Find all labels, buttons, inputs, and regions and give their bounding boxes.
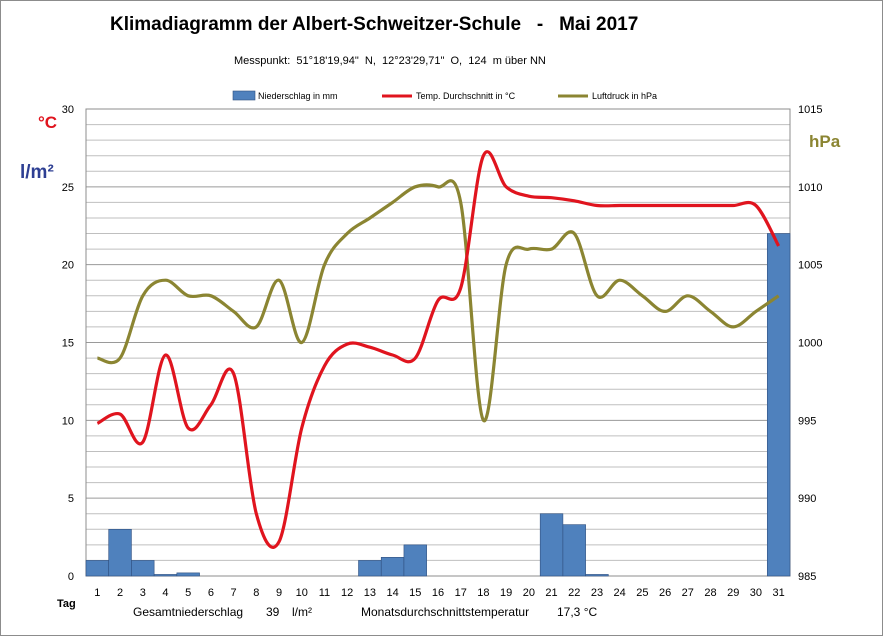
- x-tick-label: 25: [636, 587, 648, 599]
- x-tick-label: 8: [253, 587, 259, 599]
- precip-unit-label: l/m²: [20, 162, 54, 183]
- x-tick-label: 31: [773, 587, 785, 599]
- precip-bar: [403, 544, 427, 577]
- precip-bar: [108, 528, 132, 577]
- x-tick-label: 17: [455, 587, 467, 599]
- x-tick-label: 20: [523, 587, 535, 599]
- x-tick-label: 16: [432, 587, 444, 599]
- precip-bar: [380, 557, 405, 577]
- precip-bar: [131, 560, 155, 577]
- y-right-tick-label: 1015: [798, 104, 822, 116]
- y-left-tick-label: 15: [62, 338, 74, 350]
- temperature-line: [96, 150, 781, 549]
- legend-label-temp: Temp. Durchschnitt in °C: [416, 91, 516, 101]
- y-left-tick-label: 5: [68, 493, 74, 505]
- x-tick-label: 1: [94, 587, 100, 599]
- x-tick-label: 12: [341, 587, 353, 599]
- x-tick-label: 5: [185, 587, 191, 599]
- x-tick-label: 4: [162, 587, 168, 599]
- precip-bar: [153, 574, 178, 577]
- x-tick-label: 30: [750, 587, 762, 599]
- x-tick-label: 3: [140, 587, 146, 599]
- y-right-tick-label: 990: [798, 493, 816, 505]
- x-tick-label: 19: [500, 587, 512, 599]
- footer-precip-value: 39: [266, 605, 280, 619]
- y-right-tick-label: 1005: [798, 260, 822, 272]
- x-tick-label: 2: [117, 587, 123, 599]
- y-right-tick-label: 995: [798, 415, 816, 427]
- x-tick-label: 9: [276, 587, 282, 599]
- y-left-tick-label: 20: [62, 260, 74, 272]
- x-tick-label: 14: [386, 587, 398, 599]
- y-right-tick-label: 1010: [798, 182, 822, 194]
- precip-bar: [176, 572, 200, 577]
- pressure-line: [97, 179, 780, 422]
- x-tick-label: 11: [319, 587, 330, 599]
- footer-temp-label: Monatsdurchschnittstemperatur: [361, 605, 530, 619]
- x-tick-label: 26: [659, 587, 671, 599]
- precip-bar: [85, 560, 110, 577]
- y-right-tick-label: 985: [798, 571, 816, 583]
- footer-precip-unit: l/m²: [292, 605, 312, 619]
- y-left-tick-label: 0: [68, 571, 74, 583]
- x-tick-label: 24: [614, 587, 626, 599]
- x-tick-label: 29: [727, 587, 739, 599]
- footer-temp-value: 17,3 °C: [557, 605, 598, 619]
- y-left-tick-label: 30: [62, 104, 74, 116]
- precip-bar: [539, 513, 564, 577]
- y-right-tick-label: 1000: [798, 338, 822, 350]
- pressure-unit-label: hPa: [809, 132, 841, 151]
- x-axis-label: Tag: [57, 598, 76, 610]
- x-tick-label: 27: [682, 587, 694, 599]
- precip-bar: [585, 574, 609, 577]
- precip-bar: [766, 233, 791, 577]
- x-tick-label: 28: [704, 587, 716, 599]
- temp-unit-label: °C: [38, 113, 58, 132]
- legend-label-precip: Niederschlag in mm: [258, 91, 338, 101]
- x-tick-label: 23: [591, 587, 603, 599]
- x-tick-label: 7: [231, 587, 237, 599]
- footer-precip-label: Gesamtniederschlag: [133, 605, 244, 619]
- chart-subtitle: Messpunkt: 51°18'19,94" N, 12°23'29,71" …: [234, 55, 546, 67]
- x-tick-label: 13: [364, 587, 376, 599]
- precip-bar: [358, 560, 382, 577]
- x-tick-label: 15: [409, 587, 421, 599]
- y-left-tick-label: 25: [62, 182, 74, 194]
- y-left-tick-label: 10: [62, 415, 74, 427]
- x-tick-label: 10: [296, 587, 308, 599]
- x-tick-label: 6: [208, 587, 214, 599]
- x-tick-label: 18: [477, 587, 489, 599]
- legend-swatch-precip: [232, 90, 256, 101]
- legend-label-pressure: Luftdruck in hPa: [592, 91, 657, 101]
- precip-bar: [562, 524, 586, 577]
- chart-title: Klimadiagramm der Albert-Schweitzer-Schu…: [110, 14, 639, 35]
- x-tick-label: 22: [568, 587, 580, 599]
- x-tick-label: 21: [545, 587, 557, 599]
